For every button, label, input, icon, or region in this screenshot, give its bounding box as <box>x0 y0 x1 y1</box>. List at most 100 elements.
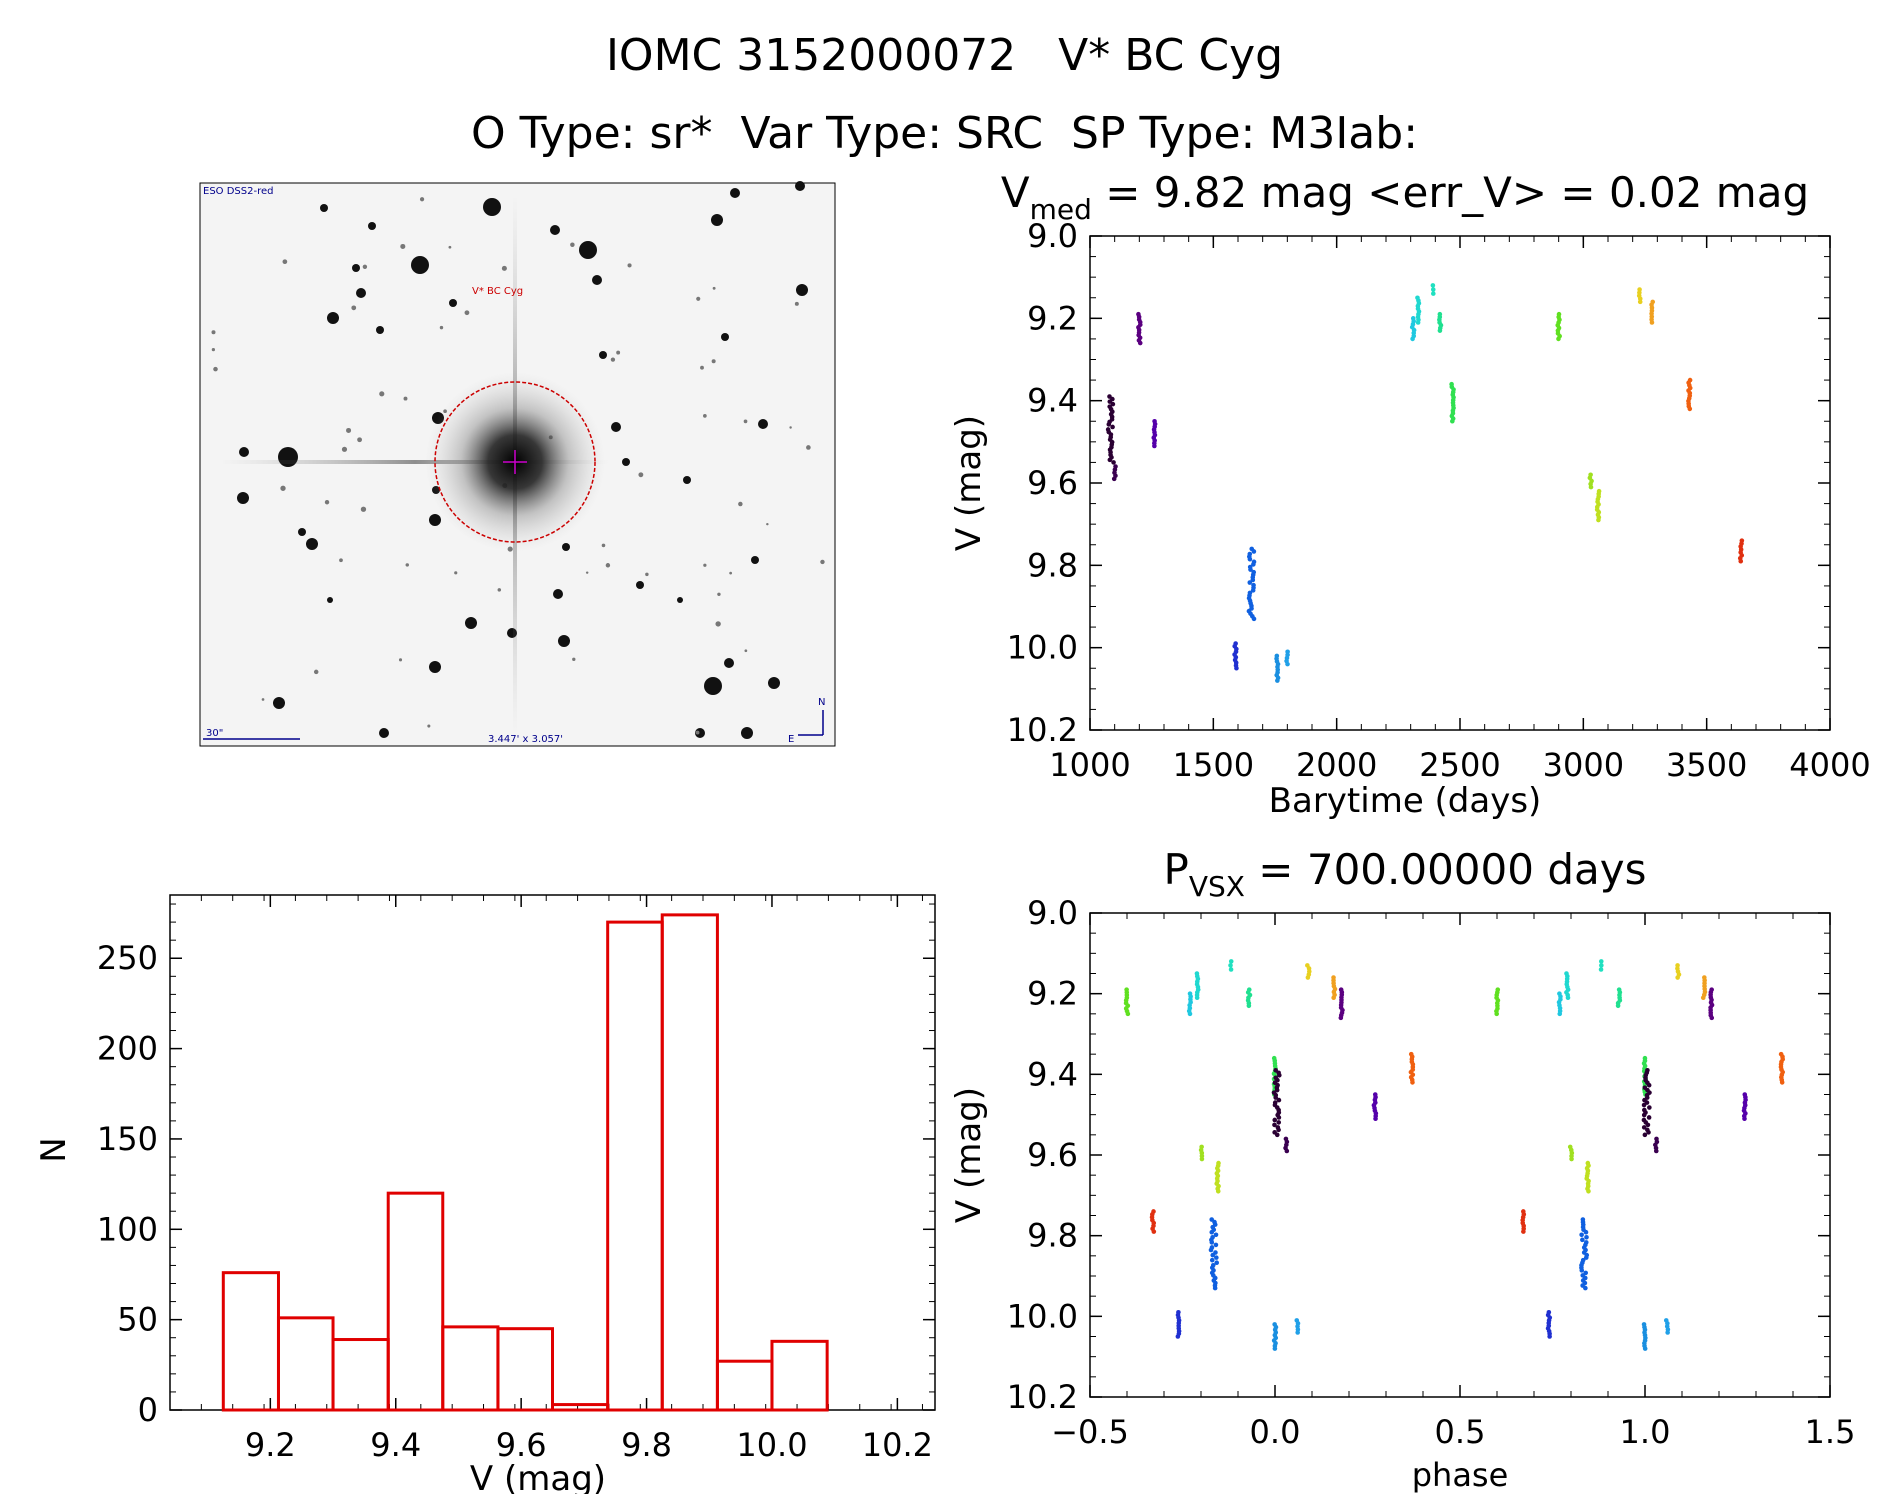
phased-point <box>1208 1247 1214 1253</box>
phased-point <box>1647 1105 1652 1110</box>
histogram-xtick-label: 9.2 <box>245 1426 296 1464</box>
faint-star <box>213 366 218 372</box>
lightcurve-point <box>1275 678 1280 683</box>
lightcurve-point <box>1248 567 1253 572</box>
lightcurve-point <box>1247 556 1253 562</box>
histogram-xtick-label: 9.6 <box>496 1426 547 1464</box>
histogram-xtick-label: 10.2 <box>862 1426 933 1464</box>
star <box>796 284 808 296</box>
lightcurve-title-sub: med <box>1030 193 1092 226</box>
star <box>429 661 441 673</box>
lightcurve-point <box>1251 562 1256 567</box>
lightcurve-ytick-label: 9.4 <box>1027 382 1078 420</box>
phased-point <box>1214 1260 1220 1266</box>
phased-point <box>1194 995 1200 1000</box>
histogram-bar <box>276 1316 335 1412</box>
star <box>306 538 318 550</box>
lightcurve-point <box>1106 422 1112 427</box>
phased-title-sub: VSX <box>1189 870 1245 903</box>
phased-panel: PVSX = 700.00000 days −0.5 0.0 0.5 1.0 1.5 9.… <box>949 845 1855 1494</box>
star <box>273 697 285 709</box>
phased-point <box>1214 1255 1219 1260</box>
histogram-ytick-label: 50 <box>117 1301 158 1339</box>
faint-star <box>601 543 606 548</box>
lightcurve-title-main: V <box>1001 168 1030 217</box>
histogram-bar <box>660 913 719 1412</box>
phased-point <box>1645 1122 1651 1128</box>
faint-star <box>346 427 352 433</box>
phased-point <box>1274 1132 1280 1138</box>
lightcurve-xtick-label: 3000 <box>1543 746 1624 784</box>
histogram-bar <box>715 1359 774 1412</box>
faint-star <box>351 305 357 311</box>
phased-point <box>1583 1229 1589 1235</box>
lightcurve-point <box>1437 328 1443 333</box>
phased-point <box>1338 1015 1344 1021</box>
lightcurve-xtick-label: 2500 <box>1419 746 1500 784</box>
lightcurve-point <box>1556 336 1561 342</box>
diffraction-spike-horizontal <box>220 460 610 464</box>
histogram-ytick-label: 0 <box>138 1391 158 1429</box>
faint-star <box>497 588 502 592</box>
phased-point <box>1276 1120 1282 1125</box>
faint-star <box>403 396 408 401</box>
survey-label: ESO DSS2-red <box>203 186 273 197</box>
star-field <box>211 181 825 739</box>
phased-point <box>1305 975 1311 980</box>
histogram-xlabel: V (mag) <box>470 1459 606 1494</box>
phased-point <box>1557 1011 1563 1017</box>
faint-star <box>616 350 621 355</box>
phased-title-main: P <box>1164 845 1189 894</box>
phased-point <box>1410 1080 1415 1085</box>
histogram-ytick-label: 200 <box>97 1030 158 1068</box>
phased-point <box>1742 1116 1747 1121</box>
star <box>795 181 805 191</box>
faint-star <box>405 563 409 567</box>
phased-point <box>1580 1237 1585 1243</box>
lightcurve-point <box>1637 299 1643 305</box>
phased-point <box>1209 1240 1215 1245</box>
faint-star <box>712 286 716 290</box>
figure-title: IOMC 3152000072 V* BC Cyg <box>605 30 1284 81</box>
phased-point <box>1276 1127 1281 1133</box>
faint-star <box>738 501 743 507</box>
faint-star <box>400 243 406 250</box>
lightcurve-xlabel: Barytime (days) <box>1269 781 1542 821</box>
star <box>376 326 384 334</box>
star <box>368 222 376 230</box>
phased-ytick-label: 10.0 <box>1007 1297 1078 1335</box>
faint-star <box>379 391 385 397</box>
star <box>320 204 328 212</box>
lightcurve-point <box>1430 283 1436 288</box>
phased-point <box>1598 959 1604 964</box>
phased-point <box>1642 1346 1648 1351</box>
phased-point <box>1209 1257 1215 1263</box>
scale-label: 30" <box>206 728 223 739</box>
faint-star <box>638 472 644 478</box>
phased-point <box>1642 1132 1648 1138</box>
phased-ytick-label: 9.6 <box>1027 1136 1078 1174</box>
lightcurve-point <box>1110 424 1115 430</box>
phased-point <box>1175 1334 1181 1339</box>
star <box>237 492 249 504</box>
phased-point <box>1277 1072 1282 1078</box>
histogram-bar <box>221 1271 280 1412</box>
phased-title-rest: = 700.00000 days <box>1245 845 1647 894</box>
phased-ytick-label: 9.2 <box>1027 975 1078 1013</box>
phased-xtick-label: −0.5 <box>1051 1413 1129 1451</box>
lightcurve-point <box>1738 558 1744 564</box>
phased-point <box>1565 995 1571 1000</box>
lightcurve-point <box>1415 320 1421 325</box>
faint-star <box>703 563 707 567</box>
faint-star <box>211 330 216 335</box>
faint-star <box>711 359 716 364</box>
lightcurve-ytick-label: 9.2 <box>1027 299 1078 337</box>
faint-star <box>448 245 452 249</box>
phased-point <box>1331 995 1336 1000</box>
star <box>579 241 597 259</box>
lightcurve-point <box>1251 549 1257 554</box>
lightcurve-point <box>1137 340 1143 346</box>
phased-ytick-label: 9.4 <box>1027 1055 1078 1093</box>
phased-point <box>1209 1229 1215 1235</box>
